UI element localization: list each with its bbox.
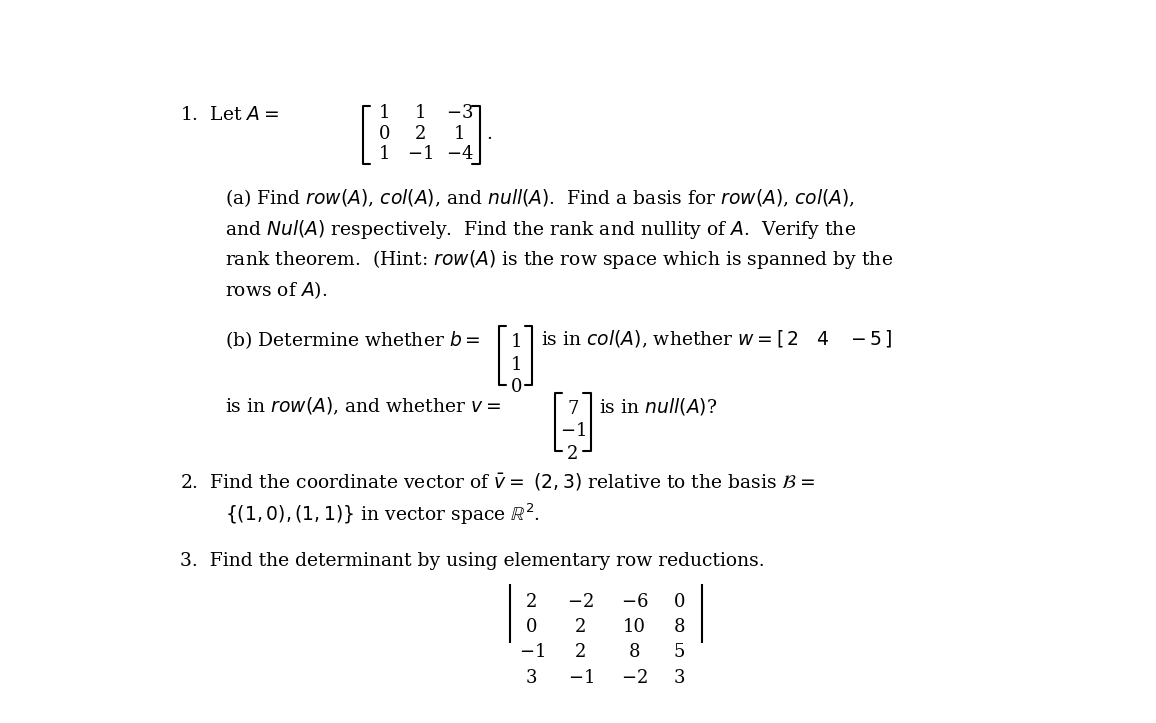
Text: $-$2: $-$2 (568, 594, 594, 612)
Text: $-$1: $-$1 (560, 422, 586, 440)
Text: is in $\mathit{col}(A)$, whether $w = \left[\,2 \quad 4 \quad -5\,\right]$: is in $\mathit{col}(A)$, whether $w = \l… (541, 329, 894, 350)
Text: 2: 2 (415, 124, 427, 142)
Text: $\{(1,0),(1,1)\}$ in vector space $\mathbb{R}^2$.: $\{(1,0),(1,1)\}$ in vector space $\math… (225, 502, 540, 527)
Text: is in $\mathit{null}(A)$?: is in $\mathit{null}(A)$? (599, 395, 717, 416)
Text: 3.  Find the determinant by using elementary row reductions.: 3. Find the determinant by using element… (180, 552, 765, 570)
Text: .: . (487, 124, 492, 142)
Text: is in $\mathit{row}(A)$, and whether $v=$: is in $\mathit{row}(A)$, and whether $v=… (225, 395, 502, 417)
Text: 8: 8 (629, 643, 640, 662)
Text: rank theorem.  (Hint: $\mathit{row}(A)$ is the row space which is spanned by the: rank theorem. (Hint: $\mathit{row}(A)$ i… (225, 248, 894, 271)
Text: $-$6: $-$6 (621, 594, 649, 612)
Text: 3: 3 (526, 669, 538, 687)
Text: 2: 2 (576, 618, 586, 636)
Text: 1.  Let $A=$: 1. Let $A=$ (180, 106, 280, 124)
Text: 2: 2 (526, 594, 538, 612)
Text: 1: 1 (454, 124, 466, 142)
Text: 0: 0 (379, 124, 391, 142)
Text: 0: 0 (674, 594, 686, 612)
Text: $-$2: $-$2 (621, 669, 647, 687)
Text: $-$1: $-$1 (519, 643, 544, 662)
Text: 5: 5 (674, 643, 686, 662)
Text: 1: 1 (511, 333, 523, 351)
Text: and $\mathit{Nul}(A)$ respectively.  Find the rank and nullity of $A$.  Verify t: and $\mathit{Nul}(A)$ respectively. Find… (225, 218, 857, 241)
Text: 2: 2 (576, 643, 586, 662)
Text: 1: 1 (511, 356, 523, 374)
Text: (b) Determine whether $b=$: (b) Determine whether $b=$ (225, 329, 481, 351)
Text: $-$1: $-$1 (568, 669, 594, 687)
Text: $-$1: $-$1 (407, 145, 434, 163)
Text: rows of $A$).: rows of $A$). (225, 279, 327, 301)
Text: 10: 10 (623, 618, 646, 636)
Text: 8: 8 (674, 618, 686, 636)
Text: 7: 7 (568, 401, 578, 418)
Text: 1: 1 (379, 145, 391, 163)
Text: (a) Find $\mathit{row}(A)$, $\mathit{col}(A)$, and $\mathit{null}(A)$.  Find a b: (a) Find $\mathit{row}(A)$, $\mathit{col… (225, 187, 855, 209)
Text: 0: 0 (526, 618, 538, 636)
Text: 2.  Find the coordinate vector of $\bar{v} =$ $(2,3)$ relative to the basis $\ma: 2. Find the coordinate vector of $\bar{v… (180, 471, 815, 492)
Text: $-$3: $-$3 (446, 105, 474, 122)
Text: $-$4: $-$4 (446, 145, 474, 163)
Text: 0: 0 (511, 378, 523, 396)
Text: 1: 1 (379, 105, 391, 122)
Text: 3: 3 (674, 669, 686, 687)
Text: 2: 2 (568, 445, 578, 463)
Text: 1: 1 (415, 105, 427, 122)
